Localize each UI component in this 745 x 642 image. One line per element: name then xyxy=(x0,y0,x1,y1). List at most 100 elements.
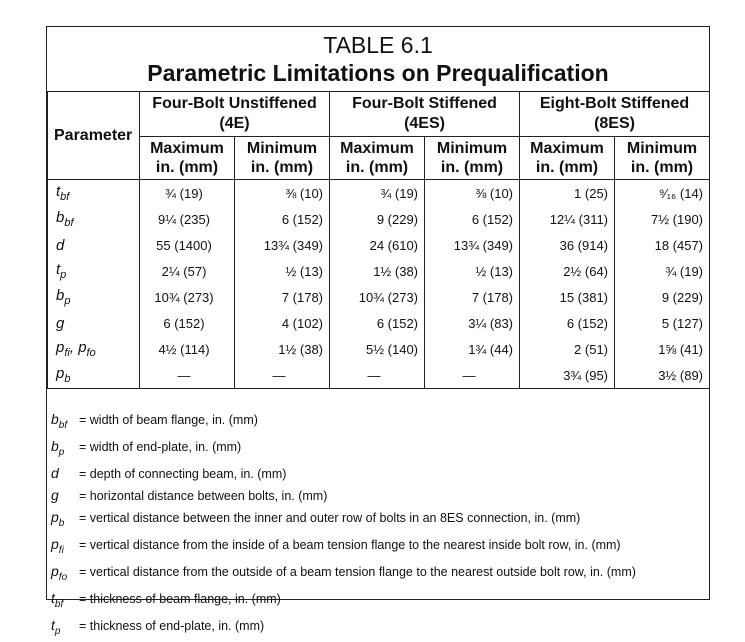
table-cell: ¾ (19) xyxy=(614,258,711,284)
group-header-8es: Eight-Bolt Stiffened (8ES) xyxy=(519,91,711,137)
legend-note: pfi = vertical distance from the inside o… xyxy=(51,534,701,561)
legend-note: pb = vertical distance between the inner … xyxy=(51,507,701,534)
note-text: = horizontal distance between bolts, in.… xyxy=(79,489,328,504)
table-cell: 3¾ (95) xyxy=(519,362,616,389)
note-symbol: bbf xyxy=(51,409,79,436)
group-header-4e: Four-Bolt Unstiffened (4E) xyxy=(138,91,331,137)
table-row: d 55 (1400) 13¾ (349) 24 (610) 13¾ (349) 36 (… xyxy=(47,232,711,258)
symbol-subscript: bf xyxy=(58,419,68,431)
table-cell: ½ (13) xyxy=(233,258,331,284)
note-symbol: pfo xyxy=(51,561,79,588)
column-header-parameter: Parameter xyxy=(47,91,140,180)
table-cell: 9¼ (235) xyxy=(139,206,235,232)
table-row: pfi, pfo 4½ (114) 1½ (38) 5½ (140) 1¾ (44) 2 … xyxy=(47,336,711,362)
symbol-subscript: p xyxy=(58,446,65,458)
legend-note: g = horizontal distance between bolts, in… xyxy=(51,485,701,507)
table-cell: ⁹⁄₁₆ (14) xyxy=(614,179,711,206)
symbol-subscript: bf xyxy=(64,217,74,229)
legend-note: d = depth of connecting beam, in. (mm) xyxy=(51,463,701,485)
table-frame: TABLE 6.1 Parametric Limitations on Preq… xyxy=(46,26,711,637)
note-symbol: tbf xyxy=(51,588,79,615)
legend-note: pfo = vertical distance from the outside … xyxy=(51,561,701,588)
group-header-label: Eight-Bolt Stiffened xyxy=(539,95,690,112)
symbol-subscript: p xyxy=(54,626,61,638)
column-header-maximum: Maximum in. (mm) xyxy=(519,136,616,180)
group-header-code: (8ES) xyxy=(594,115,635,132)
symbol-base: p xyxy=(56,365,65,382)
column-header-label: Minimum xyxy=(436,140,508,157)
table-cell: 24 (610) xyxy=(329,232,426,258)
symbol-base: p xyxy=(78,339,87,356)
column-header-label: Minimum xyxy=(246,140,318,157)
table-cell: 1½ (38) xyxy=(233,336,331,362)
note-text: = width of beam flange, in. (mm) xyxy=(79,413,258,427)
symbol-subscript: fi xyxy=(64,347,70,359)
symbol-base: p xyxy=(51,563,59,580)
symbol-subscript: fi xyxy=(58,545,64,557)
group-header-code: (4E) xyxy=(219,115,250,132)
symbol-base: b xyxy=(56,287,65,304)
table-cell: 13¾ (349) xyxy=(233,232,331,258)
legend-note: tp = thickness of end-plate, in. (mm) xyxy=(51,615,701,642)
table-cell: 1 (25) xyxy=(519,179,616,206)
column-header-label: Minimum xyxy=(626,140,698,157)
table-cell: 1⅝ (41) xyxy=(614,336,711,362)
group-header-4es: Four-Bolt Stiffened (4ES) xyxy=(329,91,521,137)
column-header-maximum: Maximum in. (mm) xyxy=(139,136,235,180)
note-text: = thickness of beam flange, in. (mm) xyxy=(79,592,281,607)
table-cell: 4½ (114) xyxy=(139,336,235,362)
symbol-base: p xyxy=(56,339,65,356)
symbol-base: t xyxy=(51,590,55,607)
symbol-base: t xyxy=(56,183,61,200)
table-cell: 13¾ (349) xyxy=(424,232,521,258)
note-text: = vertical distance between the inner an… xyxy=(79,511,581,526)
table-cell: 2½ (64) xyxy=(519,258,616,284)
table-cell: 1½ (38) xyxy=(329,258,426,284)
table-row: bp 10¾ (273) 7 (178) 10¾ (273) 7 (178) 15 (38… xyxy=(47,284,711,310)
note-text: = depth of connecting beam, in. (mm) xyxy=(79,467,287,481)
table-cell: 4 (102) xyxy=(233,310,331,336)
note-symbol: tp xyxy=(51,615,79,642)
parameter-symbol: bp xyxy=(47,284,140,310)
column-header-unit: in. (mm) xyxy=(250,159,314,176)
table-cell: 10¾ (273) xyxy=(139,284,235,310)
symbol-subscript: fo xyxy=(86,347,96,359)
table-cell: 6 (152) xyxy=(519,310,616,336)
symbol-subscript: b xyxy=(58,518,65,530)
table-cell: 5½ (140) xyxy=(329,336,426,362)
table-cell: 9 (229) xyxy=(329,206,426,232)
note-symbol: bp xyxy=(51,436,79,463)
symbol-base: d xyxy=(51,465,59,481)
table-cell: 9 (229) xyxy=(614,284,711,310)
column-header-label: Maximum xyxy=(150,140,224,157)
note-text: = thickness of end-plate, in. (mm) xyxy=(79,619,265,634)
table-caption: Parametric Limitations on Prequalificati… xyxy=(147,60,609,86)
table-cell: 12¼ (311) xyxy=(519,206,616,232)
group-header-code: (4ES) xyxy=(404,115,445,132)
symbol-base: p xyxy=(51,509,59,526)
table-body: tbf ¾ (19) ⅜ (10) ¾ (19) ⅜ (10) 1 (25) ⁹⁄₁₆ (1… xyxy=(47,179,711,389)
table-cell: 55 (1400) xyxy=(139,232,235,258)
column-header-label: Maximum xyxy=(530,140,604,157)
table-cell: 6 (152) xyxy=(424,206,521,232)
symbol-base: b xyxy=(51,411,59,427)
symbol-base: d xyxy=(56,236,65,254)
parameter-symbol: bbf xyxy=(47,206,140,232)
symbol-subscript: b xyxy=(64,373,71,385)
table-cell: 15 (381) xyxy=(519,284,616,310)
parameter-symbol: pb xyxy=(47,362,140,389)
table-cell: 1¾ (44) xyxy=(424,336,521,362)
parameter-symbol: tp xyxy=(47,258,140,284)
legend-note: tbf = thickness of beam flange, in. (mm) xyxy=(51,588,701,615)
legend-note: bbf = width of beam flange, in. (mm) xyxy=(51,409,701,436)
table-cell: 7 (178) xyxy=(424,284,521,310)
symbol-base: g xyxy=(51,487,59,504)
table-cell: 3¼ (83) xyxy=(424,310,521,336)
column-header-label: Maximum xyxy=(340,140,414,157)
table-cell: 7½ (190) xyxy=(614,206,711,232)
note-symbol: d xyxy=(51,463,79,484)
legend-note: bp = width of end-plate, in. (mm) xyxy=(51,436,701,463)
legend-notes: bbf = width of beam flange, in. (mm) bp = w… xyxy=(51,409,701,642)
table-row: tbf ¾ (19) ⅜ (10) ¾ (19) ⅜ (10) 1 (25) ⁹⁄₁₆ (1… xyxy=(47,179,711,206)
